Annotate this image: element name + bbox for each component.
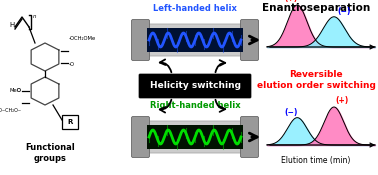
Text: Right-handed helix: Right-handed helix [150,101,240,110]
Bar [147,125,243,149]
Text: MeO: MeO [10,89,22,93]
Bar [147,28,243,52]
Text: Functional
groups: Functional groups [25,143,75,163]
FancyBboxPatch shape [240,19,259,61]
FancyBboxPatch shape [144,121,246,153]
Text: MeO‒CH₂O‒: MeO‒CH₂O‒ [0,107,21,113]
Text: -OCH₂OMe: -OCH₂OMe [69,37,96,41]
FancyBboxPatch shape [132,117,150,158]
FancyBboxPatch shape [132,19,150,61]
Text: Reversible
elution order switching: Reversible elution order switching [257,70,375,90]
Text: (−): (−) [285,108,298,117]
FancyBboxPatch shape [144,24,246,56]
FancyBboxPatch shape [139,74,251,98]
Text: Elution time (min): Elution time (min) [281,156,351,166]
Text: n: n [33,15,37,19]
Text: O: O [17,89,21,93]
FancyBboxPatch shape [240,117,259,158]
Text: (+): (+) [335,96,349,105]
Text: H: H [9,22,15,28]
Text: -O: -O [69,62,75,68]
Text: Left-handed helix: Left-handed helix [153,4,237,13]
Text: Enantioseparation: Enantioseparation [262,3,370,13]
Text: (+): (+) [285,0,298,3]
Text: R: R [67,119,73,125]
Text: (−): (−) [337,7,351,16]
Text: Helicity switching: Helicity switching [150,82,240,90]
Bar [62,115,78,129]
